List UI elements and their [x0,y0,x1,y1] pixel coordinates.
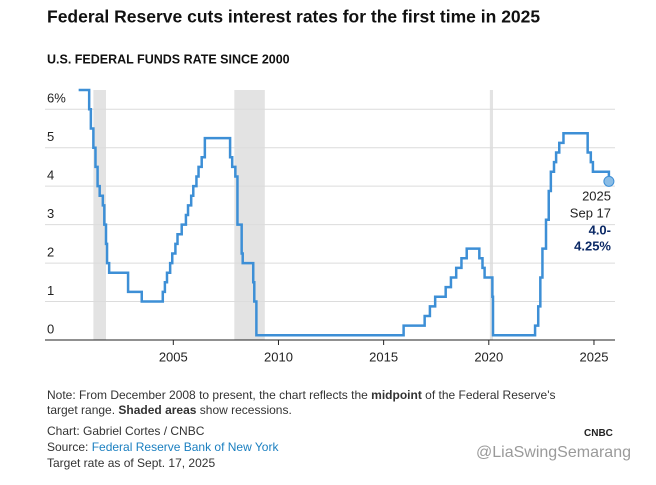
latest-point [603,175,615,187]
annotation: 4.0- [589,222,611,237]
chart-subtitle: U.S. FEDERAL FUNDS RATE SINCE 2000 [47,52,290,66]
source-prefix: Source: [47,440,92,454]
note-text: show recessions. [196,403,292,417]
annotation: 4.25% [574,238,611,253]
x-tick-label: 2015 [369,349,398,364]
y-tick-label: 3 [47,206,54,221]
note-bold: midpoint [371,388,422,402]
y-tick-label: 4 [47,168,54,183]
y-tick-label: 5 [47,129,54,144]
recession-band [489,90,494,340]
note-text: of the Federal Reserve's target range. [47,388,556,417]
annotation: Sep 17 [570,205,611,220]
note-text: Note: From December 2008 to present, the… [47,388,372,402]
credit: Chart: Gabriel Cortes / CNBC [47,424,205,438]
x-tick-label: 2010 [264,349,293,364]
watermark: @LiaSwingSemarang [476,444,631,461]
x-tick-label: 2005 [159,349,188,364]
y-tick-label: 6% [47,91,66,106]
logo: CNBC [584,428,613,439]
source-link[interactable]: Federal Reserve Bank of New York [91,440,279,454]
note: Note: From December 2008 to present, the… [47,388,567,418]
note-bold: Shaded areas [118,403,197,417]
recession-band [234,90,265,340]
y-tick-label: 1 [47,283,54,298]
as-of: Target rate as of Sept. 17, 2025 [47,456,216,470]
rate-line [78,88,611,337]
chart-title: Federal Reserve cuts interest rates for … [47,7,540,27]
x-tick-label: 2025 [580,349,609,364]
source: Source: Federal Reserve Bank of New York [47,440,278,455]
y-tick-label: 0 [47,321,54,336]
x-tick-label: 2020 [474,349,503,364]
chart: Federal Reserve cuts interest rates for … [45,7,615,364]
annotation: 2025 [582,188,611,203]
y-tick-label: 2 [47,245,54,260]
